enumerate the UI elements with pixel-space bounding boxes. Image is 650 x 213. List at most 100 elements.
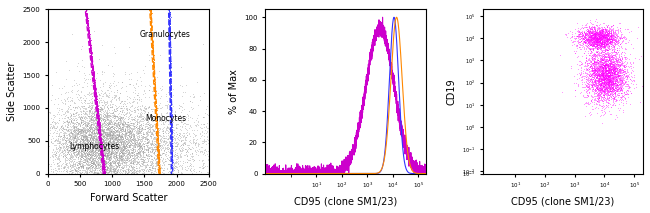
Point: [594, 93, 604, 96]
Point: [78, 127, 88, 131]
Point: [90, 131, 100, 134]
Point: [86, 161, 96, 164]
Point: [597, 95, 607, 98]
Point: [575, 31, 585, 34]
Point: [112, 158, 122, 162]
Point: [603, 101, 613, 105]
Point: [77, 150, 87, 153]
Point: [58, 142, 68, 145]
Point: [99, 149, 110, 153]
Point: [93, 115, 103, 119]
Point: [90, 88, 100, 92]
Point: [102, 210, 112, 213]
Point: [613, 94, 623, 97]
Point: [614, 63, 625, 66]
Point: [92, 122, 103, 125]
Point: [196, 158, 207, 162]
Point: [107, 105, 117, 109]
Point: [593, 45, 603, 48]
Point: [83, 144, 93, 148]
Point: [608, 85, 618, 88]
Point: [101, 118, 112, 121]
Point: [104, 140, 114, 143]
Point: [61, 155, 72, 158]
Point: [604, 37, 615, 41]
Point: [166, 155, 176, 158]
Point: [107, 133, 117, 137]
Point: [584, 29, 595, 33]
Point: [166, 143, 177, 147]
Point: [602, 80, 612, 83]
Point: [88, 80, 99, 83]
Point: [68, 141, 78, 145]
Point: [90, 145, 101, 148]
Point: [76, 165, 86, 168]
Point: [101, 148, 111, 152]
Point: [127, 137, 137, 140]
Point: [86, 52, 96, 55]
Point: [599, 35, 609, 39]
Point: [70, 135, 80, 138]
Point: [597, 68, 608, 71]
Point: [90, 164, 100, 168]
Point: [104, 142, 114, 146]
Point: [166, 158, 177, 162]
Point: [117, 142, 127, 145]
Point: [99, 170, 109, 173]
Point: [601, 73, 611, 76]
Point: [158, 161, 168, 165]
Point: [146, 136, 157, 140]
Point: [85, 157, 96, 160]
Point: [96, 143, 106, 147]
Point: [124, 150, 135, 154]
Point: [582, 72, 593, 76]
Point: [111, 142, 121, 146]
Point: [68, 145, 79, 149]
Point: [604, 65, 615, 68]
Point: [92, 118, 103, 121]
Point: [172, 144, 183, 147]
Point: [79, 2, 90, 5]
Point: [88, 138, 98, 142]
Point: [67, 166, 77, 169]
Point: [83, 25, 93, 29]
Point: [93, 124, 103, 127]
Point: [128, 134, 138, 138]
Point: [86, 140, 97, 143]
Point: [95, 152, 105, 156]
Point: [578, 40, 589, 44]
Point: [154, 160, 164, 163]
Point: [97, 160, 107, 163]
Point: [93, 142, 103, 145]
Point: [111, 168, 122, 171]
Point: [90, 132, 100, 135]
Point: [98, 161, 109, 165]
Point: [162, 145, 173, 149]
Point: [65, 139, 75, 143]
Point: [103, 162, 114, 165]
Point: [125, 155, 135, 158]
Point: [155, 181, 165, 185]
Point: [603, 86, 614, 89]
Point: [71, 137, 81, 141]
Point: [581, 78, 592, 81]
Point: [93, 142, 103, 145]
Point: [609, 35, 619, 38]
Point: [167, 146, 177, 150]
Point: [596, 79, 606, 82]
Point: [608, 80, 619, 83]
Point: [579, 115, 590, 118]
Point: [123, 122, 133, 125]
Point: [95, 138, 105, 141]
Point: [597, 108, 607, 112]
Point: [166, 154, 177, 158]
Point: [601, 31, 611, 34]
Point: [70, 130, 81, 134]
Point: [151, 114, 161, 118]
Point: [103, 155, 113, 158]
Point: [82, 112, 92, 116]
Point: [588, 72, 598, 76]
Point: [599, 74, 610, 78]
Point: [75, 151, 86, 155]
Point: [597, 91, 608, 94]
